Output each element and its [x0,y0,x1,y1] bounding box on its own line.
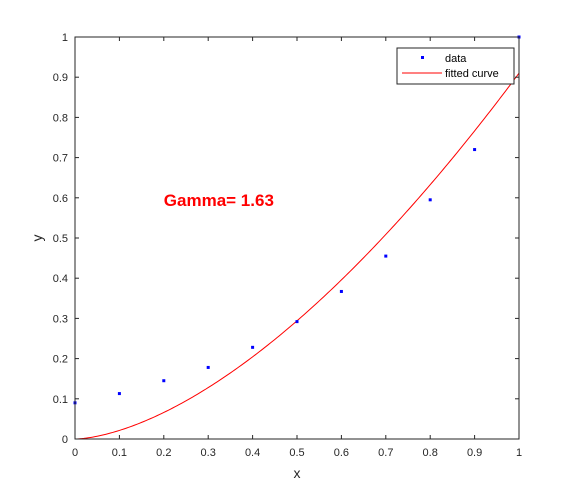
x-tick-label: 0.6 [334,447,349,459]
y-tick-label: 0.4 [53,273,68,285]
x-tick-label: 0 [72,447,78,459]
data-point [473,148,477,152]
y-tick-label: 0.5 [53,233,68,245]
legend: data fitted curve [396,47,515,85]
y-tick-label: 0.9 [53,72,68,84]
data-point [339,289,343,293]
gamma-annotation: Gamma= 1.63 [164,191,274,210]
data-point [295,320,299,324]
y-tick-label: 0.7 [53,153,68,165]
data-point [162,379,166,383]
x-tick-label: 0.3 [201,447,216,459]
y-tick-label: 0.1 [53,394,68,406]
x-tick-label: 1 [516,447,522,459]
data-point [206,365,210,369]
x-axis-label: x [294,465,301,481]
x-tick-label: 0.8 [423,447,438,459]
legend-box [396,47,515,85]
legend-marker-data [421,56,424,59]
data-point [251,345,255,349]
y-tick-label: 0.6 [53,193,68,205]
y-tick-label: 0.8 [53,112,68,124]
x-tick-label: 0.5 [289,447,304,459]
y-axis: 0 0.1 0.2 0.3 0.4 0.5 0.6 0.7 0.8 0.9 1 [53,32,519,446]
y-tick-label: 0 [62,434,68,446]
x-tick-label: 0.1 [112,447,127,459]
x-tick-label: 0.2 [156,447,171,459]
legend-label-data: data [445,53,467,65]
data-point [384,254,388,258]
y-tick-label: 0.2 [53,354,68,366]
y-axis-label: y [29,235,45,242]
data-point [117,392,121,396]
x-tick-label: 0.4 [245,447,260,459]
y-tick-label: 0.3 [53,313,68,325]
x-axis: 0 0.1 0.2 0.3 0.4 0.5 0.6 0.7 0.8 0.9 1 [72,37,522,459]
x-tick-label: 0.9 [467,447,482,459]
x-tick-label: 0.7 [378,447,393,459]
y-tick-label: 1 [62,32,68,44]
data-point [428,198,432,202]
legend-label-fitted-curve: fitted curve [445,68,499,80]
plot-area [75,37,519,439]
